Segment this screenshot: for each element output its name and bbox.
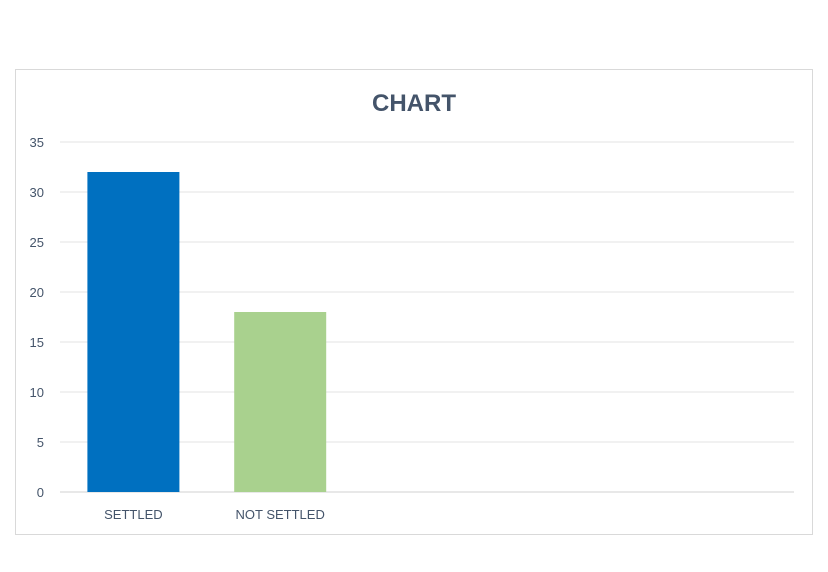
bars xyxy=(87,172,326,492)
x-axis-categories: SETTLED NOT SETTLED xyxy=(104,507,325,522)
y-tick-label: 25 xyxy=(30,235,44,250)
y-axis-ticks: 0 5 10 15 20 25 30 35 xyxy=(30,135,44,500)
y-tick-label: 30 xyxy=(30,185,44,200)
bar-not-settled xyxy=(234,312,326,492)
x-category-label: NOT SETTLED xyxy=(236,507,325,522)
y-tick-label: 35 xyxy=(30,135,44,150)
y-tick-label: 15 xyxy=(30,335,44,350)
y-tick-label: 0 xyxy=(37,485,44,500)
x-category-label: SETTLED xyxy=(104,507,163,522)
y-tick-label: 10 xyxy=(30,385,44,400)
bar-settled xyxy=(87,172,179,492)
y-tick-label: 5 xyxy=(37,435,44,450)
y-tick-label: 20 xyxy=(30,285,44,300)
